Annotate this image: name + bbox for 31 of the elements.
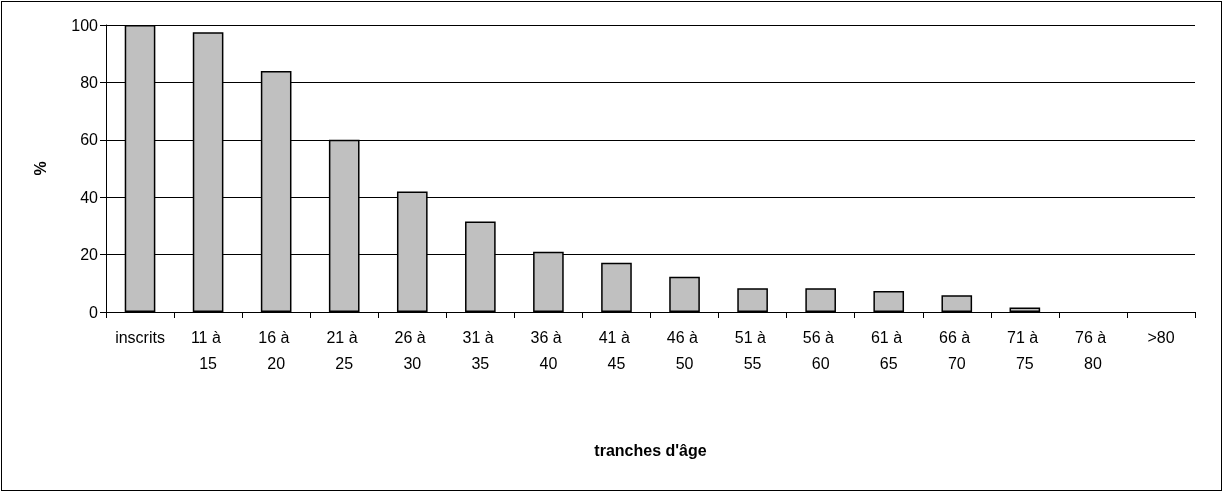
bar	[873, 291, 905, 312]
bar	[805, 288, 836, 312]
bar	[601, 262, 632, 312]
x-tick-label: 26 à 30	[394, 328, 431, 372]
y-axis-title: %	[31, 161, 49, 176]
y-tick-label: 60	[80, 131, 99, 149]
x-tick-label: 61 à 65	[870, 328, 907, 372]
bar	[941, 295, 973, 312]
x-tick-label: 31 à 35	[462, 328, 499, 372]
x-tick-label: 76 à 80	[1075, 328, 1111, 372]
x-axis-title: tranches d'âge	[594, 441, 707, 459]
y-tick-label: 80	[80, 73, 99, 91]
x-tick-label: >80	[1147, 328, 1175, 346]
x-tick-label: 36 à 40	[530, 328, 567, 372]
bar	[669, 276, 700, 312]
y-tick-label: 100	[71, 16, 99, 34]
x-tick-label: inscrits	[115, 328, 165, 346]
x-tick-label: 21 à 25	[326, 328, 363, 372]
x-tick-label: 41 à 45	[598, 328, 635, 372]
x-tick-label: 46 à 50	[666, 328, 703, 372]
y-tick-label: 20	[80, 246, 99, 264]
x-tick-label: 71 à 75	[1007, 328, 1043, 372]
bar	[737, 288, 768, 312]
y-tick-label: 40	[80, 188, 99, 206]
y-tick-label: 0	[89, 303, 99, 321]
x-tick-label: 16 à 20	[258, 328, 294, 372]
x-tick-label: 56 à 60	[802, 328, 839, 372]
bar	[1009, 307, 1041, 312]
x-tick-label: 66 à 70	[938, 328, 975, 372]
x-tick-label: 51 à 55	[734, 328, 771, 372]
x-tick-label: 11 à 15	[190, 328, 226, 372]
